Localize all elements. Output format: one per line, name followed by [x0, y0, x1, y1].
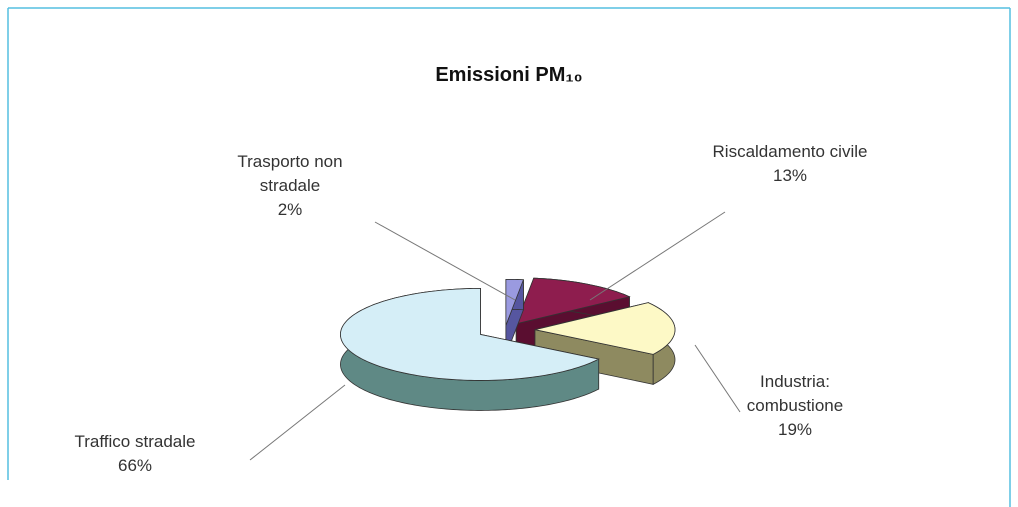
value-label: 2% — [277, 200, 303, 219]
slice-label: Trasporto non stradale 2% — [205, 150, 375, 222]
leader-line — [374, 221, 516, 301]
category-name: Riscaldamento civile — [712, 142, 868, 161]
leader-line — [694, 344, 741, 413]
pie-slice — [515, 277, 631, 325]
slice-label: Riscaldamento civile 13% — [705, 140, 875, 188]
leader-line — [589, 211, 726, 301]
value-label: 66% — [117, 456, 153, 475]
chart-title: Emissioni PM₁₀ — [435, 64, 583, 86]
slice-label: Traffico stradale 66% — [50, 430, 220, 478]
leader-line — [249, 384, 346, 461]
category-name: Industria: combustione — [746, 372, 844, 415]
pie-slice — [340, 288, 600, 381]
pie-slice — [534, 302, 676, 355]
pie-slice — [505, 279, 524, 326]
category-name: Trasporto non stradale — [237, 152, 343, 195]
value-label: 19% — [777, 420, 813, 439]
value-label: 13% — [772, 166, 808, 185]
category-name: Traffico stradale — [74, 432, 196, 451]
slice-label: Industria: combustione 19% — [710, 370, 880, 442]
